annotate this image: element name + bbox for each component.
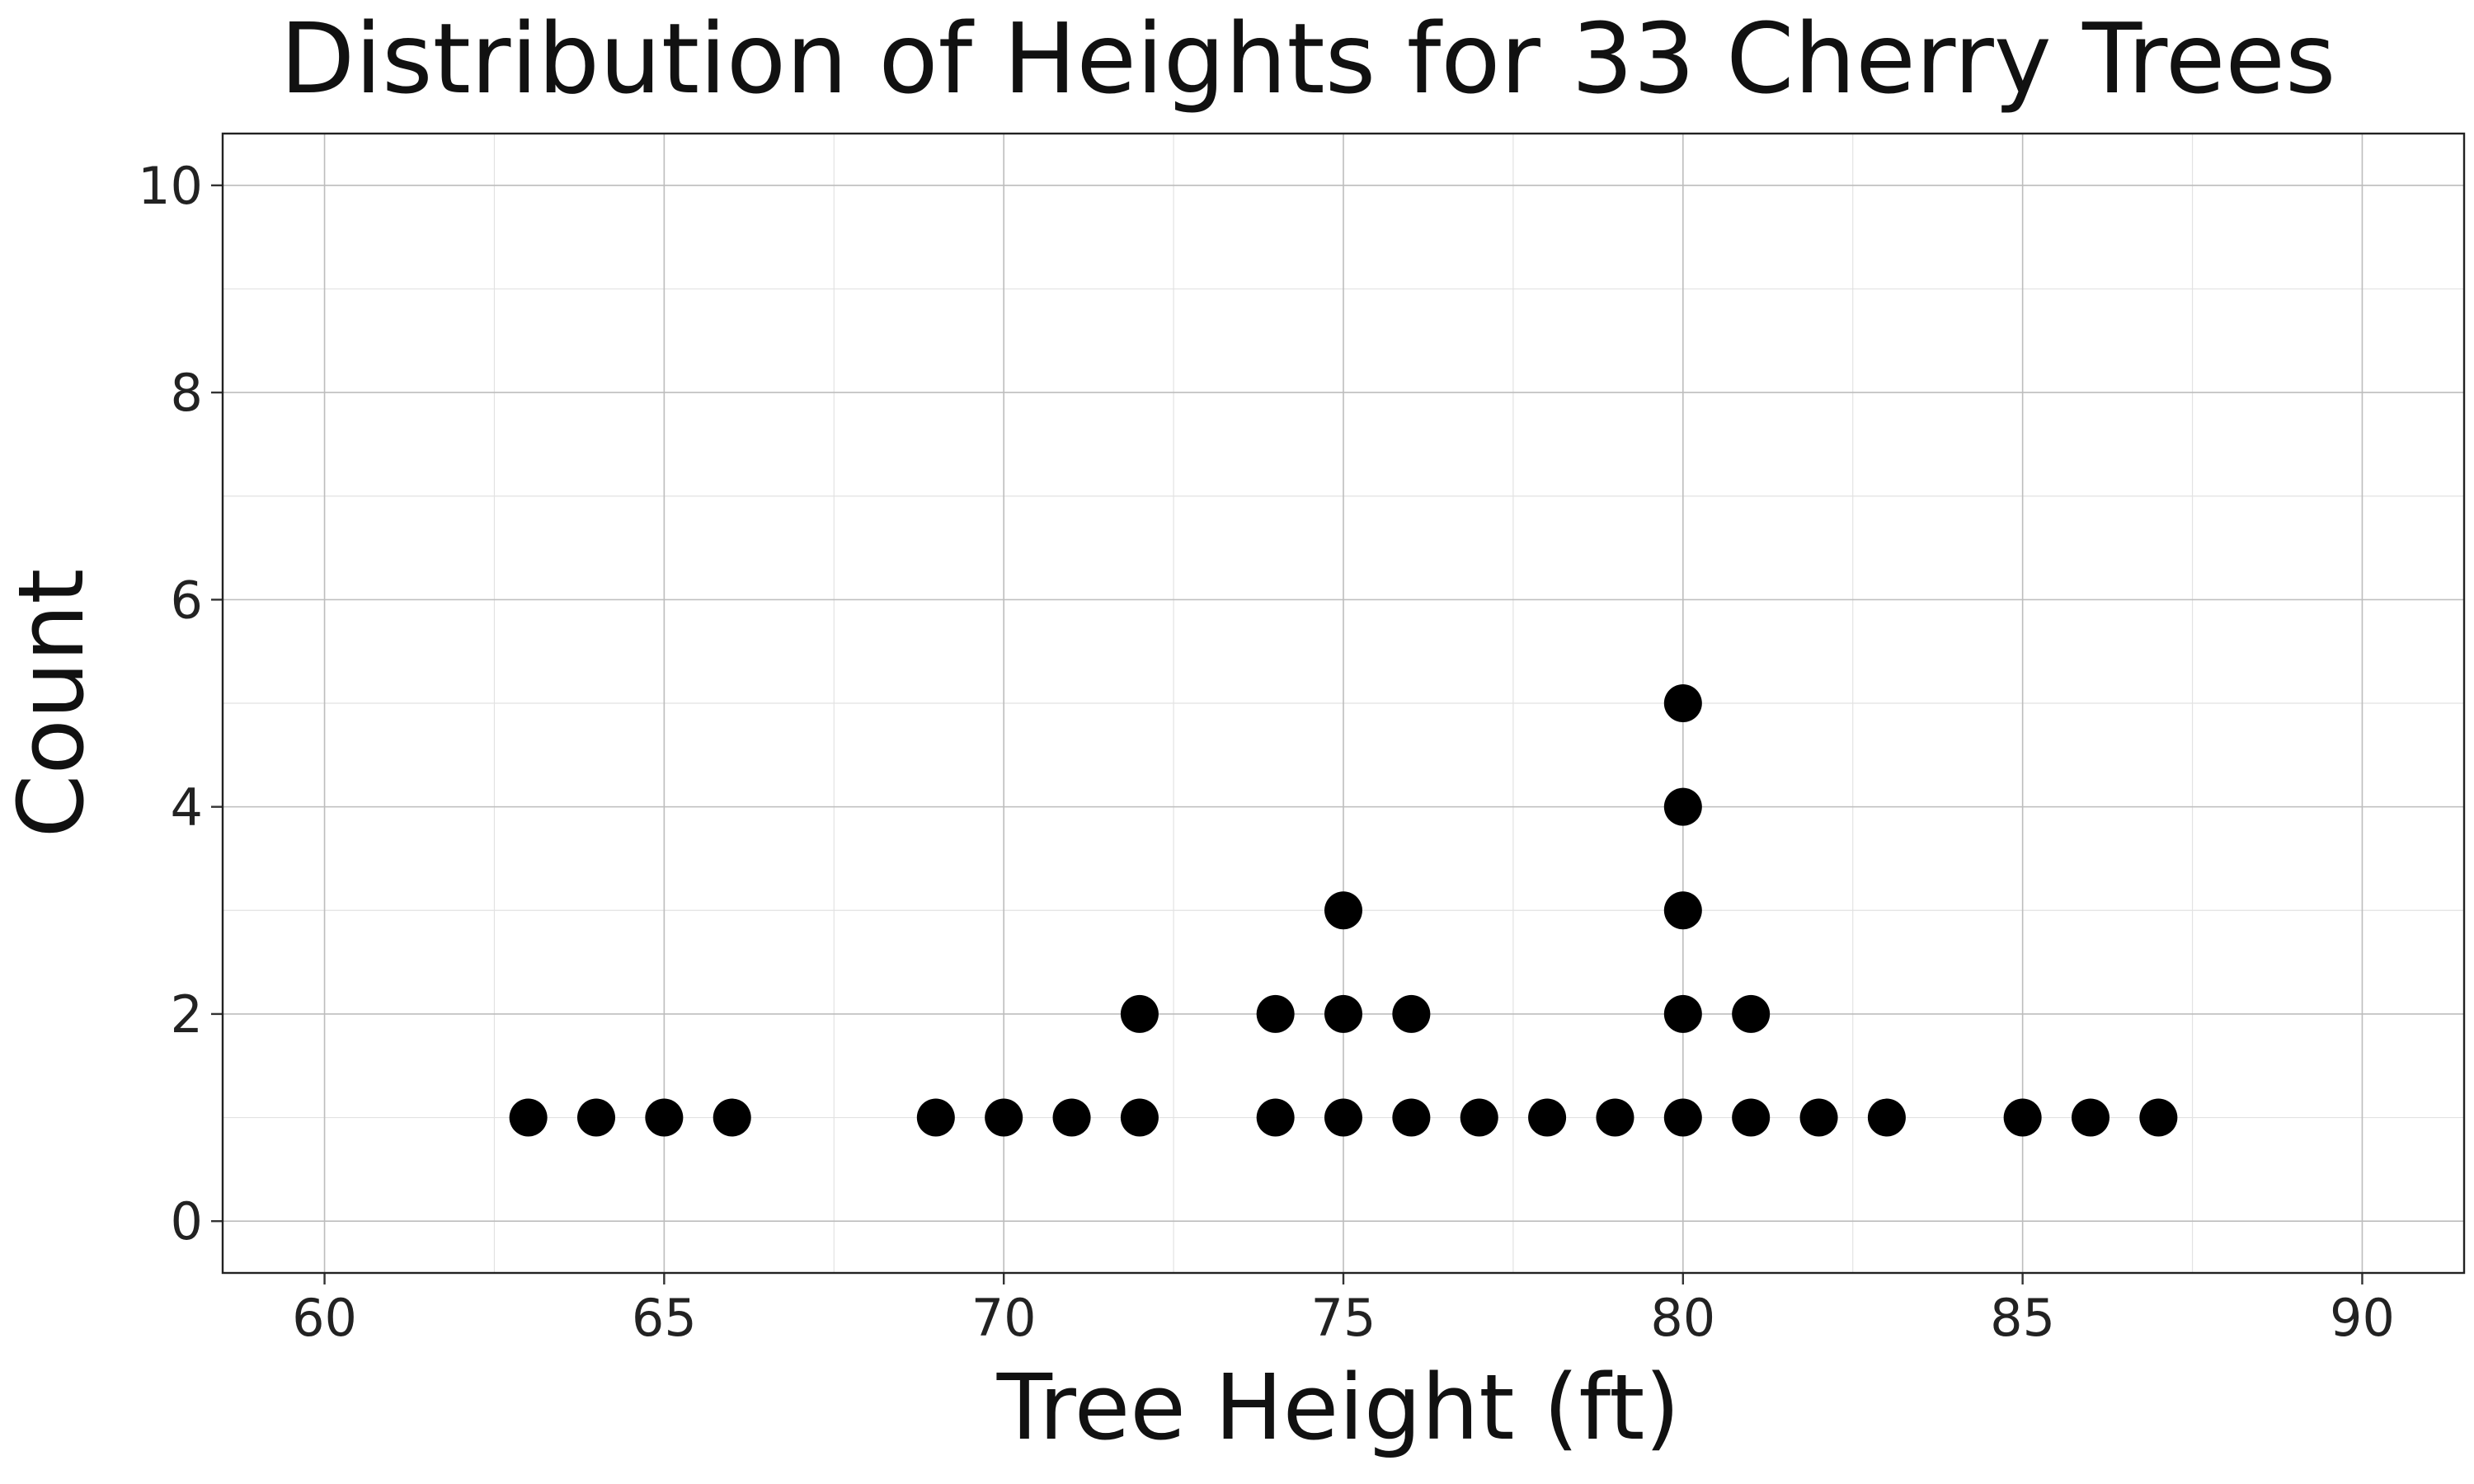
dot-point <box>1052 1098 1091 1137</box>
x-axis-label: Tree Height (ft) <box>996 1355 1681 1460</box>
dot-point <box>1867 1098 1906 1137</box>
x-tick-label: 60 <box>292 1288 357 1348</box>
y-tick-label: 8 <box>171 363 203 423</box>
dot-point <box>1392 1098 1431 1137</box>
y-tick-label: 6 <box>171 570 203 630</box>
x-tick-label: 70 <box>971 1288 1037 1348</box>
dot-point <box>1120 994 1159 1033</box>
dot-point <box>645 1098 684 1137</box>
dot-point <box>1663 891 1702 930</box>
dot-point <box>1663 1098 1702 1137</box>
dot-point <box>1528 1098 1567 1137</box>
grid-lines <box>223 134 2464 1273</box>
dot-point <box>577 1098 615 1137</box>
dot-point <box>713 1098 751 1137</box>
x-tick-label: 65 <box>632 1288 697 1348</box>
x-tick-label: 75 <box>1311 1288 1376 1348</box>
y-tick-label: 10 <box>138 156 203 216</box>
dot-point <box>1663 787 1702 826</box>
dot-point <box>1663 684 1702 722</box>
data-points <box>509 684 2178 1137</box>
dot-point <box>2003 1098 2042 1137</box>
x-tick-label: 90 <box>2330 1288 2395 1348</box>
dot-point <box>1799 1098 1838 1137</box>
dot-point <box>985 1098 1023 1137</box>
dot-point <box>916 1098 955 1137</box>
dot-point <box>1732 1098 1771 1137</box>
x-tick-label: 80 <box>1650 1288 1715 1348</box>
dot-point <box>1256 994 1295 1033</box>
dot-point <box>2072 1098 2109 1137</box>
dot-point <box>1596 1098 1634 1137</box>
dot-point <box>1324 1098 1362 1137</box>
dot-point <box>1120 1098 1159 1137</box>
plot-panel-border <box>221 132 2466 1275</box>
dot-point <box>1392 994 1431 1033</box>
y-axis-label: Count <box>0 569 104 838</box>
y-tick-label: 2 <box>171 984 203 1045</box>
dot-point <box>1663 994 1702 1033</box>
dot-point <box>1732 994 1771 1033</box>
y-tick-label: 4 <box>171 777 203 838</box>
dot-point <box>1256 1098 1295 1137</box>
dot-point <box>509 1098 548 1137</box>
dot-point <box>1324 994 1362 1033</box>
x-tick-label: 85 <box>1990 1288 2055 1348</box>
dot-point <box>1324 891 1362 930</box>
dot-point <box>1460 1098 1498 1137</box>
dot-point <box>2139 1098 2178 1137</box>
y-tick-label: 0 <box>171 1191 203 1252</box>
axis-ticks: 60 65 70 75 80 85 90 0 2 4 6 8 10 <box>138 156 2395 1348</box>
chart-title: Distribution of Heights for 33 Cherry Tr… <box>280 2 2335 115</box>
